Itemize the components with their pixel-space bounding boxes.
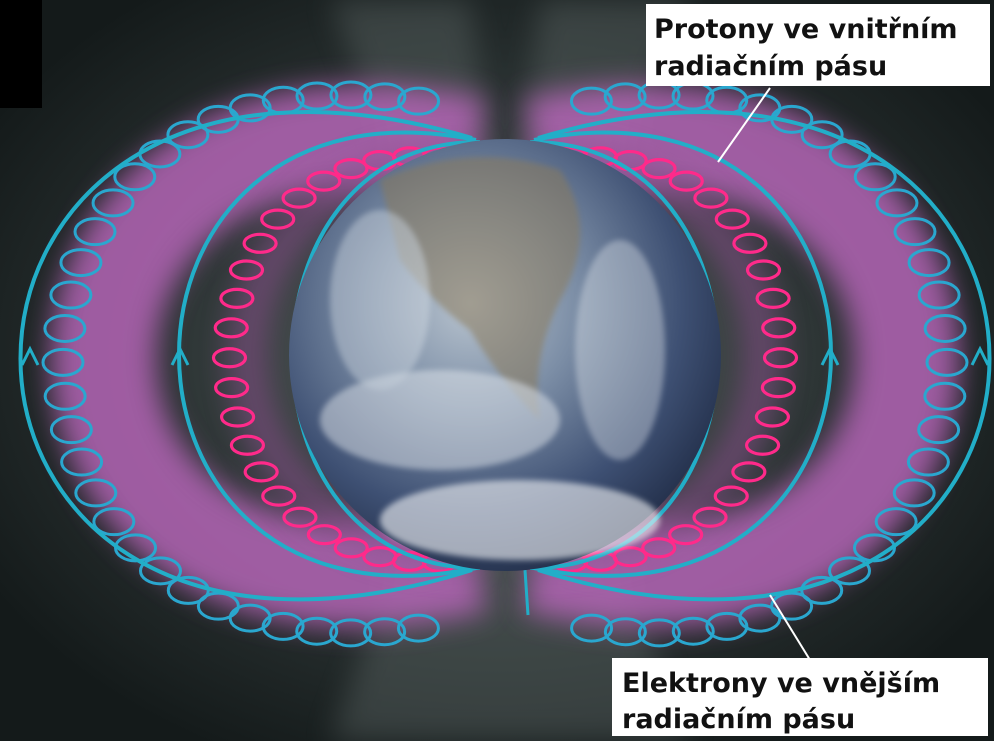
label-line: Protony ve vnitřním	[654, 14, 958, 45]
page: Protony ve vnitřním radiačním pásu Elekt…	[0, 0, 994, 741]
label-line: radiačním pásu	[622, 704, 855, 735]
label-line: radiačním pásu	[654, 51, 887, 82]
illustration: Protony ve vnitřním radiačním pásu Elekt…	[0, 0, 994, 741]
corner-block	[0, 0, 42, 108]
label-line: Elektrony ve vnějším	[622, 668, 940, 699]
